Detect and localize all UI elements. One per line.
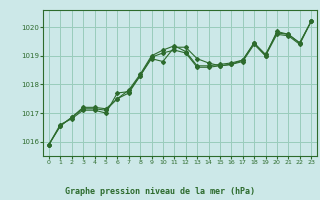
Text: Graphe pression niveau de la mer (hPa): Graphe pression niveau de la mer (hPa) xyxy=(65,187,255,196)
